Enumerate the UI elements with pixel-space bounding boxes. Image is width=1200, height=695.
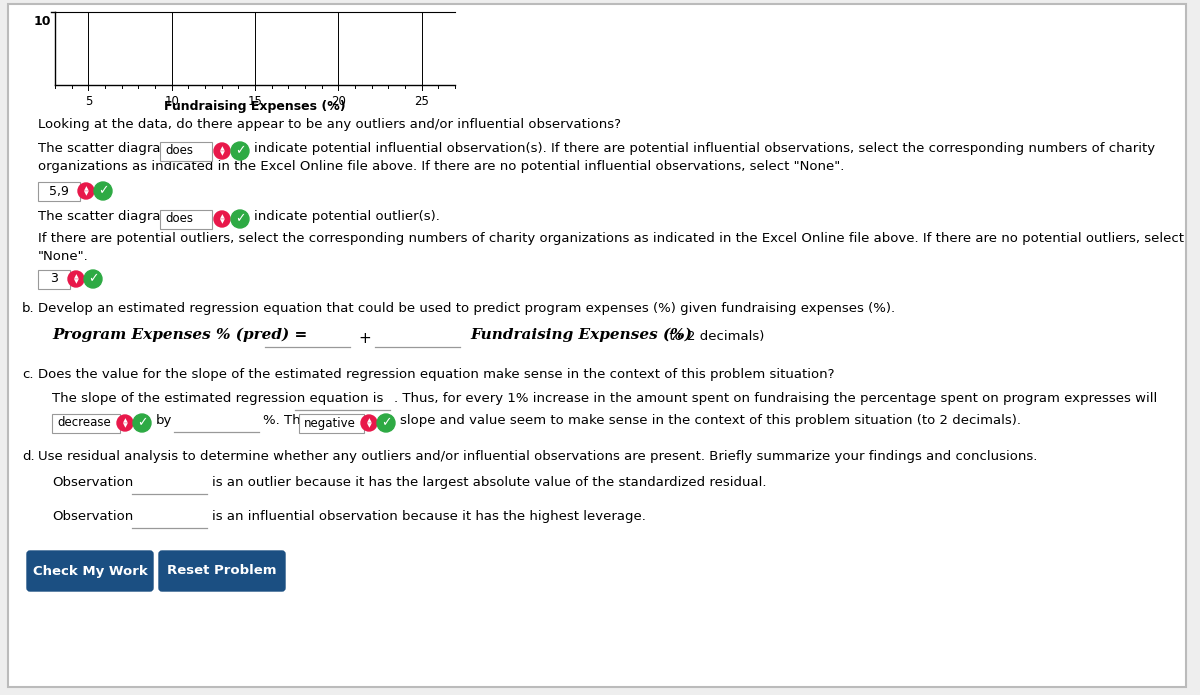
Circle shape xyxy=(68,271,84,287)
FancyBboxPatch shape xyxy=(160,209,212,229)
Text: c.: c. xyxy=(22,368,34,381)
FancyBboxPatch shape xyxy=(38,181,80,200)
Text: (to 2 decimals): (to 2 decimals) xyxy=(660,330,764,343)
Circle shape xyxy=(361,415,377,431)
FancyBboxPatch shape xyxy=(299,414,364,432)
Text: is an influential observation because it has the highest leverage.: is an influential observation because it… xyxy=(212,510,646,523)
Text: ▲: ▲ xyxy=(122,418,127,423)
Circle shape xyxy=(133,414,151,432)
Text: ✓: ✓ xyxy=(235,145,245,158)
Text: slope and value seem to make sense in the context of this problem situation (to : slope and value seem to make sense in th… xyxy=(400,414,1021,427)
Bar xyxy=(55,12,455,85)
Text: The slope of the estimated regression equation is: The slope of the estimated regression eq… xyxy=(52,392,383,405)
Circle shape xyxy=(214,143,230,159)
Text: does: does xyxy=(166,213,193,225)
Text: 10: 10 xyxy=(164,95,179,108)
Text: Check My Work: Check My Work xyxy=(32,564,148,578)
Text: 5: 5 xyxy=(85,95,92,108)
Text: ▼: ▼ xyxy=(73,279,78,284)
Text: Fundraising Expenses (%): Fundraising Expenses (%) xyxy=(164,100,346,113)
Text: The scatter diagram: The scatter diagram xyxy=(38,142,173,155)
Circle shape xyxy=(230,210,250,228)
Text: ▲: ▲ xyxy=(84,186,89,191)
Text: Program Expenses % (pred) =: Program Expenses % (pred) = xyxy=(52,328,307,343)
Text: Develop an estimated regression equation that could be used to predict program e: Develop an estimated regression equation… xyxy=(38,302,895,315)
Text: 20: 20 xyxy=(331,95,346,108)
Text: Use residual analysis to determine whether any outliers and/or influential obser: Use residual analysis to determine wheth… xyxy=(38,450,1037,463)
Circle shape xyxy=(78,183,94,199)
Text: %. The: %. The xyxy=(263,414,308,427)
Text: Fundraising Expenses (%): Fundraising Expenses (%) xyxy=(470,328,692,343)
Circle shape xyxy=(94,182,112,200)
Text: ▲: ▲ xyxy=(220,146,224,151)
Circle shape xyxy=(230,142,250,160)
Text: by: by xyxy=(156,414,173,427)
FancyBboxPatch shape xyxy=(38,270,70,288)
Text: ✓: ✓ xyxy=(380,416,391,430)
Text: Does the value for the slope of the estimated regression equation make sense in : Does the value for the slope of the esti… xyxy=(38,368,834,381)
Text: indicate potential outlier(s).: indicate potential outlier(s). xyxy=(254,210,440,223)
Text: ▲: ▲ xyxy=(73,274,78,279)
Text: does: does xyxy=(166,145,193,158)
Text: "None".: "None". xyxy=(38,250,89,263)
Text: ▼: ▼ xyxy=(122,423,127,428)
FancyBboxPatch shape xyxy=(160,142,212,161)
Text: Reset Problem: Reset Problem xyxy=(167,564,277,578)
FancyBboxPatch shape xyxy=(8,4,1186,687)
Text: . Thus, for every 1% increase in the amount spent on fundraising the percentage : . Thus, for every 1% increase in the amo… xyxy=(394,392,1157,405)
Text: 15: 15 xyxy=(247,95,263,108)
Text: ▲: ▲ xyxy=(220,214,224,219)
Text: ▼: ▼ xyxy=(220,219,224,224)
Text: b.: b. xyxy=(22,302,35,315)
Text: negative: negative xyxy=(304,416,356,430)
Text: ✓: ✓ xyxy=(97,184,108,197)
Text: 10: 10 xyxy=(34,15,50,28)
FancyBboxPatch shape xyxy=(28,551,154,591)
Text: The scatter diagram: The scatter diagram xyxy=(38,210,173,223)
Text: +: + xyxy=(358,331,371,346)
Text: Looking at the data, do there appear to be any outliers and/or influential obser: Looking at the data, do there appear to … xyxy=(38,118,622,131)
Text: ▼: ▼ xyxy=(84,191,89,196)
Text: ▲: ▲ xyxy=(367,418,371,423)
Text: decrease: decrease xyxy=(58,416,110,430)
FancyBboxPatch shape xyxy=(158,551,286,591)
Text: If there are potential outliers, select the corresponding numbers of charity org: If there are potential outliers, select … xyxy=(38,232,1184,245)
Circle shape xyxy=(84,270,102,288)
Text: is an outlier because it has the largest absolute value of the standardized resi: is an outlier because it has the largest… xyxy=(212,476,767,489)
Circle shape xyxy=(118,415,133,431)
Text: ▼: ▼ xyxy=(220,151,224,156)
Text: organizations as indicated in the Excel Online file above. If there are no poten: organizations as indicated in the Excel … xyxy=(38,160,845,173)
Text: 25: 25 xyxy=(414,95,430,108)
Text: ▼: ▼ xyxy=(367,423,371,428)
Text: 3: 3 xyxy=(50,272,58,286)
Text: indicate potential influential observation(s). If there are potential influentia: indicate potential influential observati… xyxy=(254,142,1156,155)
Text: 5,9: 5,9 xyxy=(49,184,68,197)
Text: d.: d. xyxy=(22,450,35,463)
Circle shape xyxy=(214,211,230,227)
Text: ✓: ✓ xyxy=(137,416,148,430)
Circle shape xyxy=(377,414,395,432)
Text: Observation: Observation xyxy=(52,510,133,523)
Text: Observation: Observation xyxy=(52,476,133,489)
FancyBboxPatch shape xyxy=(52,414,120,432)
Text: ✓: ✓ xyxy=(235,213,245,225)
Text: ✓: ✓ xyxy=(88,272,98,286)
